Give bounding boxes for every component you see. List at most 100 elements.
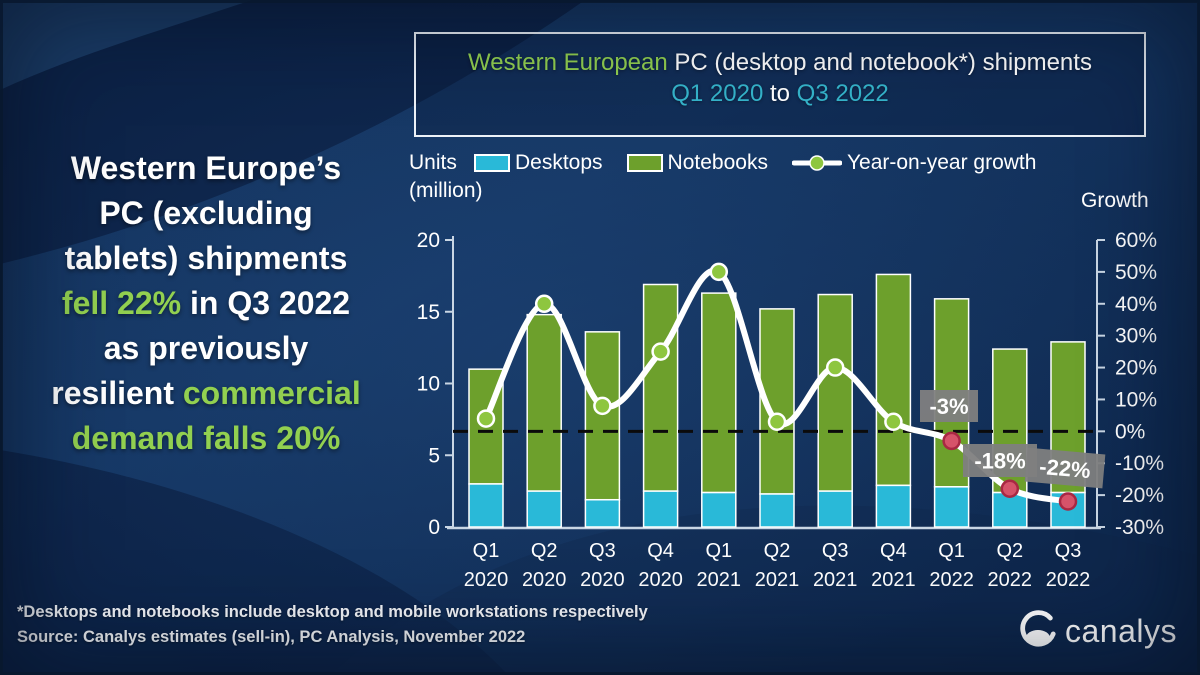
legend-label-desktops: Desktops	[515, 151, 603, 174]
annotation--3%: -3%	[920, 390, 978, 422]
logo-wordmark: canalys	[1065, 612, 1177, 649]
text-line: Western European PC (desktop and noteboo…	[468, 49, 1092, 76]
right-tick-label: 20%	[1115, 357, 1157, 380]
x-label-quarter: Q1	[473, 540, 500, 562]
bar-desktops-8	[933, 486, 970, 528]
x-label-quarter: Q3	[822, 540, 849, 562]
bar-desktops-1	[526, 490, 562, 528]
text-line: Q1 2020 to Q3 2022	[671, 80, 889, 107]
annotation--18%: -18%	[963, 444, 1037, 477]
bar-notebooks-3	[642, 283, 679, 492]
growth-dot-0	[476, 409, 496, 428]
x-label-year: 2020	[638, 569, 683, 591]
canalys-swoosh-icon	[1020, 610, 1056, 647]
text-line: PC (excluding	[99, 195, 313, 231]
growth-dot-9	[1000, 479, 1020, 498]
title-box: Western European PC (desktop and noteboo…	[414, 32, 1146, 137]
line-dot-icon	[791, 155, 842, 171]
title-line-1: Western European PC (desktop and noteboo…	[416, 47, 1144, 78]
bar-desktops-4	[701, 491, 737, 528]
growth-dot-10	[1058, 492, 1078, 511]
x-label-quarter: Q3	[589, 540, 616, 562]
growth-dot-3	[651, 342, 670, 361]
left-tick-label: 5	[428, 444, 440, 467]
x-label-year: 2022	[1046, 569, 1091, 591]
bar-desktops-2	[584, 498, 621, 528]
shipments-growth-chart: 20 15 10 5 0 60% 50% 40% 30% 20% 10% 0% -10% -20% -30%…	[417, 229, 1164, 591]
annotation-label: -3%	[929, 394, 968, 419]
title-line-2: Q1 2020 to Q3 2022	[416, 78, 1144, 109]
bar-desktops-7	[875, 484, 912, 528]
bar-desktops-0	[468, 483, 504, 528]
growth-dot-6	[825, 358, 845, 377]
x-label-year: 2020	[522, 569, 567, 591]
x-label-year: 2020	[464, 569, 509, 591]
growth-dot-8	[942, 431, 961, 451]
desktops-swatch-icon	[474, 154, 510, 172]
right-tick-label: 30%	[1115, 325, 1157, 348]
text-line: resilient commercial	[51, 375, 361, 411]
left-axis-title: Units (million)	[409, 151, 483, 202]
text-line: fell 22% in Q3 2022	[61, 285, 351, 321]
canalys-logo: canalys	[1016, 610, 1177, 652]
legend-item-growth: Year-on-year growth	[791, 151, 1037, 175]
x-label-year: 2022	[988, 569, 1033, 591]
x-label-year: 2021	[697, 569, 742, 591]
x-label-quarter: Q2	[531, 540, 558, 562]
right-axis-title: Growth	[1081, 189, 1149, 212]
footnote: *Desktops and notebooks include desktop …	[17, 603, 648, 621]
bar-notebooks-4	[701, 292, 737, 494]
legend-item-notebooks: Notebooks	[626, 151, 768, 175]
x-label-year: 2022	[929, 569, 974, 591]
chart-legend: Desktops Notebooks Year-on-year growth	[474, 151, 1036, 175]
right-tick-label: 50%	[1115, 261, 1157, 284]
x-label-year: 2021	[871, 569, 916, 591]
text-line: as previously	[103, 330, 309, 366]
growth-dot-7	[884, 412, 903, 432]
bar-notebooks-7	[875, 273, 912, 487]
footer: *Desktops and notebooks include desktop …	[17, 600, 648, 650]
bar-notebooks-6	[817, 293, 853, 492]
source-line: Source: Canalys estimates (sell-in), PC …	[17, 628, 526, 646]
left-tick-label: 15	[417, 301, 440, 324]
x-label-year: 2021	[813, 569, 858, 591]
bar-desktops-6	[817, 490, 853, 528]
x-label-quarter: Q1	[938, 540, 965, 562]
left-tick-label: 20	[417, 229, 440, 252]
growth-dot-1	[534, 294, 554, 314]
annotation-label: -22%	[1038, 454, 1091, 483]
right-tick-label: 60%	[1115, 229, 1157, 252]
text-line: tablets) shipments	[64, 240, 348, 276]
growth-dot-2	[593, 396, 612, 416]
x-label-quarter: Q2	[996, 540, 1023, 562]
headline: Western Europe’s PC (excluding tablets) sh…	[16, 146, 396, 461]
x-label-quarter: Q4	[880, 540, 907, 562]
right-tick-label: -30%	[1115, 516, 1164, 539]
bar-desktops-5	[759, 493, 795, 528]
notebooks-swatch-icon	[626, 154, 663, 172]
x-label-quarter: Q4	[647, 540, 674, 562]
x-label-quarter: Q3	[1055, 540, 1082, 562]
legend-item-desktops: Desktops	[474, 151, 603, 175]
left-tick-label: 10	[417, 373, 440, 396]
right-tick-label: 40%	[1115, 293, 1157, 316]
legend-label-notebooks: Notebooks	[667, 151, 768, 174]
right-tick-label: 0%	[1115, 420, 1145, 443]
x-label-quarter: Q2	[764, 540, 791, 562]
bar-notebooks-1	[526, 313, 562, 492]
left-tick-label: 0	[428, 516, 440, 539]
text-line: Western Europe’s	[70, 150, 342, 186]
right-tick-label: -10%	[1115, 452, 1164, 475]
x-label-year: 2021	[755, 569, 800, 591]
text-line: demand falls 20%	[71, 420, 341, 456]
x-label-year: 2020	[580, 569, 625, 591]
bar-notebooks-2	[584, 331, 621, 501]
annotation-label: -18%	[974, 449, 1025, 474]
x-label-quarter: Q1	[705, 540, 732, 562]
legend-label-growth: Year-on-year growth	[846, 151, 1037, 174]
bar-desktops-3	[642, 490, 679, 528]
right-tick-label: 10%	[1115, 388, 1157, 411]
annotation--22%: -22%	[1024, 447, 1106, 489]
